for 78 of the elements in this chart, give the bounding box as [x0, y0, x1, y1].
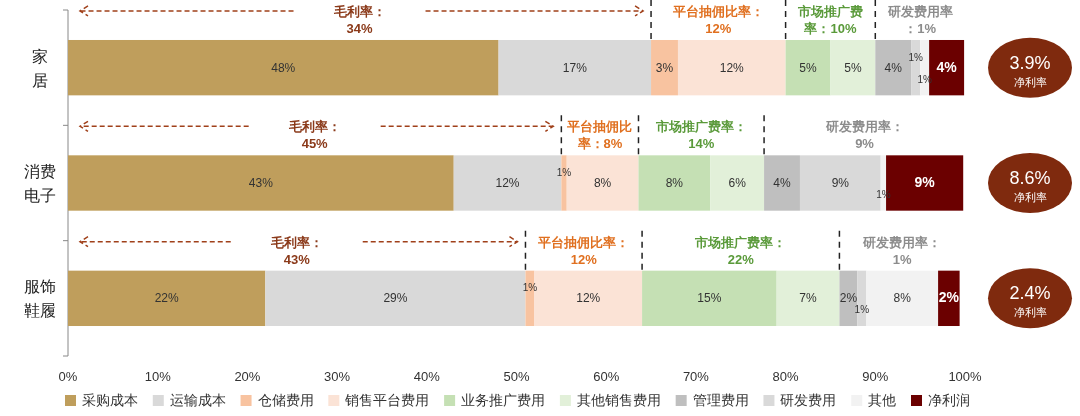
data-label: 2% — [839, 291, 858, 306]
data-label: 15% — [697, 291, 722, 306]
data-label: 22% — [154, 291, 179, 306]
data-label: 1% — [908, 51, 923, 63]
x-tick-label: 90% — [862, 369, 889, 384]
x-tick-label: 60% — [593, 369, 620, 384]
data-label: 9% — [831, 176, 850, 190]
data-label: 5% — [799, 60, 818, 75]
annotation: 市场推广费率：14% — [654, 119, 747, 152]
x-tick-label: 50% — [503, 369, 530, 384]
x-tick-label: 40% — [413, 369, 441, 384]
annotation: 市场推广费率：10% — [796, 3, 863, 36]
y-tick-label: 家居 — [32, 47, 48, 89]
bar — [764, 155, 800, 211]
annotation: 平台抽佣比率：12% — [537, 234, 630, 267]
legend-label: 管理费用 — [692, 392, 749, 408]
y-tick-label: 服饰鞋履 — [24, 278, 56, 320]
legend-label: 业务推广费用 — [461, 392, 546, 408]
data-label: 4% — [884, 60, 903, 75]
annotation: 平台抽佣比率：12% — [671, 3, 764, 36]
data-label: 8% — [893, 291, 912, 306]
data-label: 1% — [556, 167, 572, 178]
data-label: 7% — [799, 291, 818, 306]
x-tick-label: 70% — [682, 369, 710, 384]
x-tick-label: 30% — [324, 369, 351, 384]
data-label: 4% — [936, 58, 958, 75]
bar — [677, 39, 786, 96]
bar — [68, 270, 266, 327]
x-tick-label: 0% — [58, 369, 78, 384]
x-tick-label: 20% — [234, 369, 261, 384]
y-tick-label: 消费电子 — [24, 163, 56, 204]
data-label: 1% — [854, 304, 870, 316]
x-tick-label: 80% — [772, 369, 800, 384]
data-label: 1% — [522, 282, 538, 294]
legend-label: 仓储费用 — [257, 392, 314, 408]
data-label: 17% — [562, 60, 588, 75]
bar — [776, 270, 840, 327]
legend-label: 销售平台费用 — [344, 392, 430, 408]
data-label: 4% — [773, 176, 792, 190]
bar — [710, 155, 765, 211]
annotation: 毛利率：45% — [287, 119, 341, 152]
data-label: 5% — [844, 60, 862, 75]
bar — [68, 39, 499, 96]
x-tick-label: 10% — [144, 369, 172, 384]
annotation: 研发费用率：1% — [862, 234, 942, 267]
data-label: 8% — [593, 176, 612, 190]
data-label: 12% — [719, 60, 745, 75]
data-label: 43% — [248, 176, 274, 190]
annotation: 毛利率：43% — [269, 234, 323, 267]
bar — [642, 270, 777, 327]
legend-label: 其他 — [868, 392, 897, 408]
data-label: 48% — [271, 60, 296, 75]
bar — [830, 39, 876, 96]
legend-label: 运输成本 — [169, 392, 226, 408]
annotation: 毛利率：34% — [332, 3, 386, 36]
data-label: 2% — [938, 289, 960, 306]
bar — [638, 155, 711, 211]
bar — [498, 39, 652, 96]
annotation: 平台抽佣比率：8% — [566, 119, 633, 152]
bar — [785, 39, 831, 96]
data-label: 3% — [655, 60, 674, 75]
bar — [68, 155, 454, 211]
x-tick-label: 100% — [948, 369, 983, 384]
data-label: 29% — [383, 291, 408, 306]
data-label: 6% — [728, 176, 747, 190]
annotation: 研发费用率：9% — [824, 119, 904, 152]
legend-label: 采购成本 — [82, 392, 138, 408]
data-label: 12% — [576, 291, 601, 306]
data-label: 12% — [495, 176, 520, 190]
bar — [857, 270, 867, 327]
bar — [651, 39, 678, 96]
legend-label: 研发费用 — [780, 392, 837, 408]
legend-label: 其他销售费用 — [576, 392, 661, 408]
annotation: 市场推广费率：22% — [694, 234, 787, 267]
legend-label: 净利润 — [928, 392, 970, 408]
data-label: 8% — [665, 176, 684, 190]
data-label: 9% — [914, 174, 936, 190]
annotation: 研发费用率：1% — [886, 3, 953, 36]
